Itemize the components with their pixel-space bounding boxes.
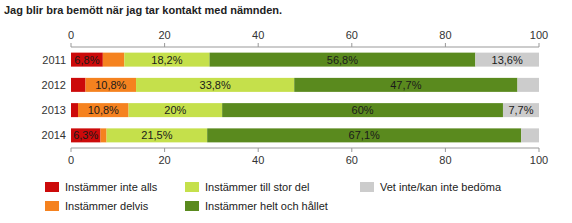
data-label: 60%	[352, 104, 374, 116]
tick-bottom	[258, 148, 259, 152]
legend-swatch	[45, 182, 59, 192]
bar-segment	[107, 128, 208, 142]
bar-segment	[78, 103, 129, 117]
legend-label: Instämmer till stor del	[205, 181, 310, 193]
tick-label-top: 0	[68, 29, 74, 41]
bar-segment	[503, 103, 539, 117]
data-label: 47,7%	[390, 79, 421, 91]
axis-line-bottom	[71, 148, 539, 149]
tick-bottom	[445, 148, 446, 152]
axis-line-top	[71, 47, 539, 48]
legend-swatch	[45, 201, 59, 211]
bar-segment	[294, 78, 517, 92]
data-label: 13,6%	[492, 54, 523, 66]
tick-label-top: 60	[346, 29, 358, 41]
legend-label: Vet inte/kan inte bedöma	[380, 181, 502, 193]
tick-top	[258, 43, 259, 47]
bar-segment	[124, 53, 209, 67]
tick-label-top: 80	[439, 29, 451, 41]
data-label: 21,5%	[141, 129, 172, 141]
data-label: 18,2%	[151, 54, 182, 66]
tick-label-bottom: 40	[252, 154, 264, 166]
bar-segment	[71, 78, 86, 92]
data-label: 10,8%	[95, 79, 126, 91]
tick-bottom	[71, 148, 72, 152]
tick-bottom	[351, 148, 352, 152]
tick-bottom	[539, 148, 540, 152]
data-label: 10,8%	[88, 104, 119, 116]
data-label: 20%	[164, 104, 186, 116]
tick-bottom	[164, 148, 165, 152]
category-label: 2014	[42, 129, 66, 141]
legend-label: Instämmer inte alls	[65, 181, 158, 193]
bar-segment	[517, 78, 539, 92]
bar-segment	[100, 128, 106, 142]
data-label: 33,8%	[200, 79, 231, 91]
bar-segment	[521, 128, 539, 142]
legend-swatch	[185, 201, 199, 211]
bar-segment	[71, 53, 103, 67]
tick-top	[71, 43, 72, 47]
category-label: 2013	[42, 104, 66, 116]
category-label: 2012	[42, 79, 66, 91]
data-label: 7,7%	[508, 104, 533, 116]
tick-label-bottom: 100	[530, 154, 548, 166]
data-label: 56,8%	[327, 54, 358, 66]
bar-segment	[71, 128, 100, 142]
tick-label-top: 100	[530, 29, 548, 41]
title: Jag blir bra bemött när jag tar kontakt …	[4, 4, 282, 16]
tick-label-top: 20	[158, 29, 170, 41]
bar-segment	[207, 128, 521, 142]
data-label: 6,8%	[74, 54, 99, 66]
tick-label-bottom: 80	[439, 154, 451, 166]
bars	[71, 53, 539, 143]
bar-segment	[222, 103, 503, 117]
bar-segment	[136, 78, 294, 92]
tick-top	[539, 43, 540, 47]
data-label: 67,1%	[349, 129, 380, 141]
legend-swatch	[185, 182, 199, 192]
tick-label-bottom: 20	[158, 154, 170, 166]
bar-segment	[71, 103, 78, 117]
legend-label: Instämmer delvis	[65, 200, 149, 212]
bar-segment	[475, 53, 539, 67]
tick-top	[351, 43, 352, 47]
bar-segment	[86, 78, 137, 92]
tick-label-bottom: 0	[68, 154, 74, 166]
legend-label: Instämmer helt och hållet	[205, 200, 328, 212]
bar-segment	[103, 53, 125, 67]
bar-segment	[210, 53, 476, 67]
data-labels: 6,8% 6,3% 10,8% 10,8% 18,2% 33,8% 20% 21,5% 56,8…	[73, 54, 534, 142]
tick-label-top: 40	[252, 29, 264, 41]
chart: Jag blir bra bemött när jag tar kontakt …	[0, 0, 572, 223]
legend-swatch	[360, 182, 374, 192]
tick-top	[445, 43, 446, 47]
tick-label-bottom: 60	[346, 154, 358, 166]
category-label: 2011	[42, 54, 66, 66]
bar-segment	[129, 103, 223, 117]
data-label: 6,3%	[73, 129, 98, 141]
tick-top	[164, 43, 165, 47]
